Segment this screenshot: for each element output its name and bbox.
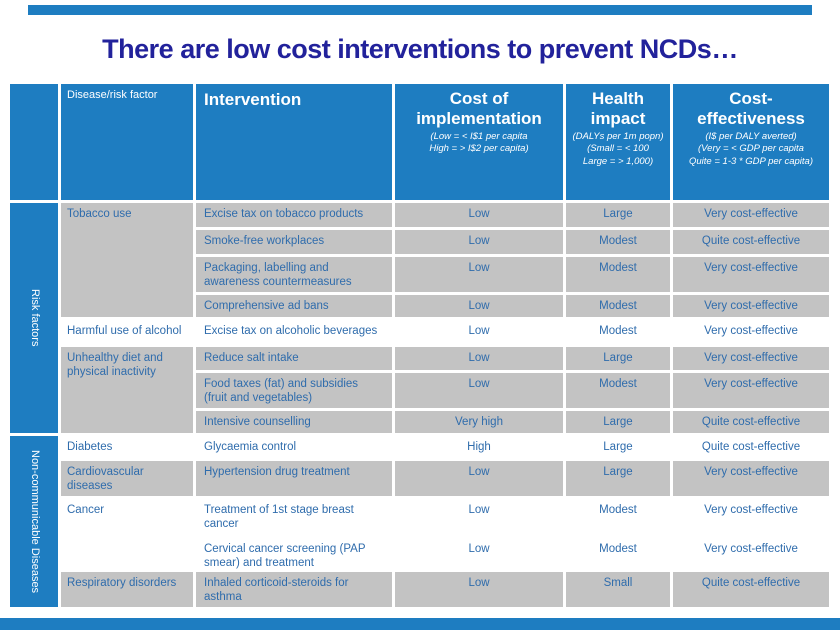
cost-effectiveness-cell: Very cost-effective — [673, 203, 829, 227]
impact-cell: Modest — [566, 257, 670, 292]
cost-effectiveness-cell: Very cost-effective — [673, 538, 829, 569]
cost-cell: Low — [395, 461, 563, 496]
impact-cell: Modest — [566, 538, 670, 569]
cost-cell: Low — [395, 295, 563, 317]
disease-cell: Tobacco use — [61, 203, 193, 317]
header-impact-note: (Small = < 100 — [587, 143, 649, 155]
intervention-cell: Cervical cancer screening (PAP smear) an… — [196, 538, 392, 569]
disease-cell: Respiratory disorders — [61, 572, 193, 607]
header-impact-note: (DALYs per 1m popn) — [572, 131, 664, 143]
header-disease-risk-factor: Disease/risk factor — [61, 84, 193, 200]
intervention-cell: Reduce salt intake — [196, 347, 392, 370]
cost-effectiveness-cell: Very cost-effective — [673, 461, 829, 496]
section-label: Risk factors — [28, 289, 41, 347]
intervention-cell: Food taxes (fat) and subsidies (fruit an… — [196, 373, 392, 408]
impact-cell: Modest — [566, 295, 670, 317]
cost-effectiveness-cell: Quite cost-effective — [673, 436, 829, 458]
header-ce-title: Cost-effectiveness — [697, 89, 805, 128]
header-impact-title: Health impact — [590, 89, 646, 128]
cost-cell: Low — [395, 257, 563, 292]
intervention-cell: Packaging, labelling and awareness count… — [196, 257, 392, 292]
header-cost-note: (Low = < I$1 per capita — [430, 131, 528, 143]
impact-cell: Large — [566, 436, 670, 458]
section-label: Non-communicable Diseases — [28, 449, 41, 594]
header-corner-cell — [10, 84, 58, 200]
intervention-cell: Comprehensive ad bans — [196, 295, 392, 317]
header-health-impact: Health impact (DALYs per 1m popn) (Small… — [566, 84, 670, 200]
header-cost-effectiveness: Cost-effectiveness (I$ per DALY averted)… — [673, 84, 829, 200]
cost-effectiveness-cell: Very cost-effective — [673, 320, 829, 344]
cost-cell: Low — [395, 230, 563, 254]
impact-cell: Large — [566, 347, 670, 370]
header-intervention: Intervention — [196, 84, 392, 200]
cost-effectiveness-cell: Very cost-effective — [673, 373, 829, 408]
ncd-interventions-table: Disease/risk factor Intervention Cost of… — [10, 84, 829, 607]
cost-cell: Low — [395, 373, 563, 408]
cost-effectiveness-cell: Very cost-effective — [673, 347, 829, 370]
top-accent-bar — [28, 5, 812, 15]
impact-cell: Large — [566, 461, 670, 496]
cost-cell: Low — [395, 499, 563, 535]
impact-cell: Modest — [566, 373, 670, 408]
impact-cell: Modest — [566, 230, 670, 254]
cost-effectiveness-cell: Very cost-effective — [673, 499, 829, 535]
cost-effectiveness-cell: Quite cost-effective — [673, 411, 829, 433]
intervention-cell: Excise tax on tobacco products — [196, 203, 392, 227]
disease-cell: Cardiovascular diseases — [61, 461, 193, 496]
header-impact-note: Large = > 1,000) — [582, 155, 654, 167]
impact-cell: Modest — [566, 320, 670, 344]
cost-cell: Very high — [395, 411, 563, 433]
bottom-accent-bar — [0, 618, 840, 630]
intervention-cell: Excise tax on alcoholic beverages — [196, 320, 392, 344]
cost-cell: Low — [395, 538, 563, 569]
slide-title: There are low cost interventions to prev… — [102, 34, 738, 64]
cost-effectiveness-cell: Quite cost-effective — [673, 230, 829, 254]
cost-cell: Low — [395, 320, 563, 344]
section-label-cell: Risk factors — [10, 203, 58, 433]
cost-cell: Low — [395, 347, 563, 370]
intervention-cell: Inhaled corticoid-steroids for asthma — [196, 572, 392, 607]
intervention-cell: Intensive counselling — [196, 411, 392, 433]
cost-cell: High — [395, 436, 563, 458]
section-label-cell: Non-communicable Diseases — [10, 436, 58, 607]
impact-cell: Small — [566, 572, 670, 607]
header-ce-note: (Very = < GDP per capita — [698, 143, 804, 155]
header-cost-title: Cost of implementation — [416, 89, 542, 128]
header-ce-note: (I$ per DALY averted) — [705, 131, 797, 143]
header-cost-of-implementation: Cost of implementation (Low = < I$1 per … — [395, 84, 563, 200]
cost-cell: Low — [395, 203, 563, 227]
cost-effectiveness-cell: Very cost-effective — [673, 257, 829, 292]
intervention-cell: Hypertension drug treatment — [196, 461, 392, 496]
disease-cell: Unhealthy diet and physical inactivity — [61, 347, 193, 433]
intervention-cell: Glycaemia control — [196, 436, 392, 458]
header-cost-note: High = > I$2 per capita) — [429, 143, 529, 155]
cost-cell: Low — [395, 572, 563, 607]
intervention-cell: Smoke-free workplaces — [196, 230, 392, 254]
disease-cell: Harmful use of alcohol — [61, 320, 193, 344]
cost-effectiveness-cell: Very cost-effective — [673, 295, 829, 317]
disease-cell: Cancer — [61, 499, 193, 569]
intervention-cell: Treatment of 1st stage breast cancer — [196, 499, 392, 535]
impact-cell: Modest — [566, 499, 670, 535]
header-ce-note: Quite = 1-3 * GDP per capita) — [689, 155, 813, 167]
impact-cell: Large — [566, 203, 670, 227]
impact-cell: Large — [566, 411, 670, 433]
cost-effectiveness-cell: Quite cost-effective — [673, 572, 829, 607]
disease-cell: Diabetes — [61, 436, 193, 458]
